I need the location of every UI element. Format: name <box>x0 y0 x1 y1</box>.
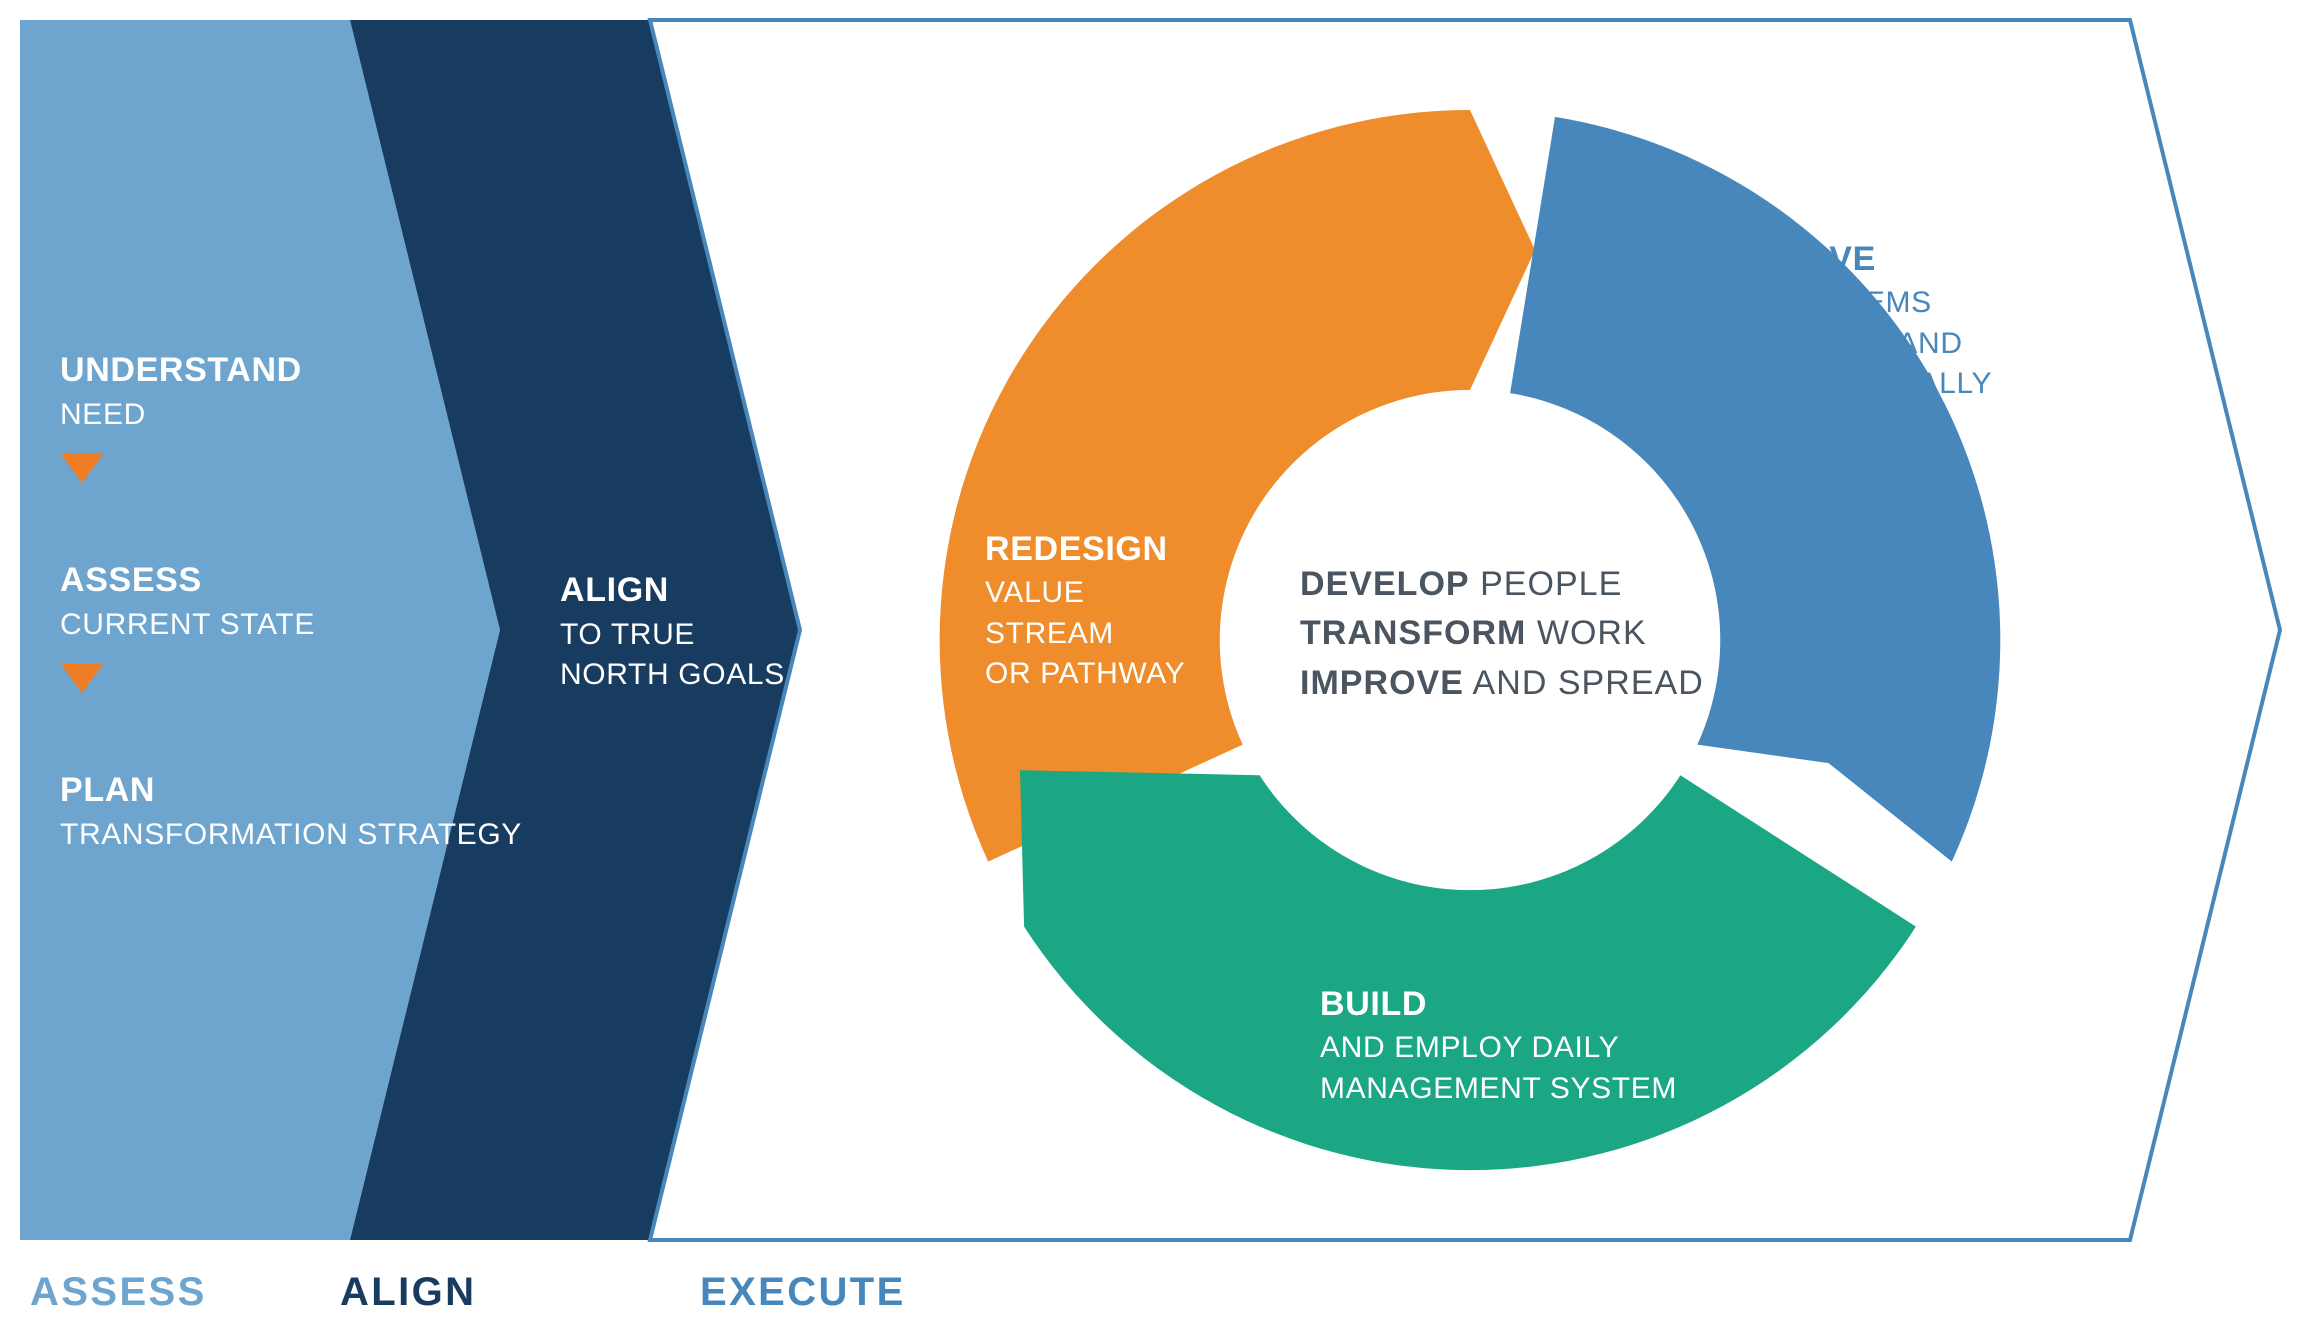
solve-title: SOLVE <box>1760 240 1992 279</box>
phase-label-execute: EXECUTE <box>700 1270 906 1315</box>
diagram-canvas: UNDERSTAND NEED ASSESS CURRENT STATE PLA… <box>0 0 2300 1325</box>
align-body-1: TO TRUE <box>560 615 785 656</box>
cycle-text-solve: SOLVE PROBLEMS RAPIDLY AND SYSTEMICALLY <box>1760 240 1992 405</box>
triangle-icon <box>60 663 104 693</box>
hub-line-2-rest: WORK <box>1537 614 1647 652</box>
cycle-hub-text: DEVELOP PEOPLE TRANSFORM WORK IMPROVE AN… <box>1300 560 1704 708</box>
assess-body: CURRENT STATE <box>60 605 315 646</box>
understand-title: UNDERSTAND <box>60 350 302 391</box>
align-title: ALIGN <box>560 570 785 611</box>
build-title: BUILD <box>1320 985 1677 1024</box>
hub-line-1: DEVELOP PEOPLE <box>1300 560 1704 609</box>
assess-item-assess: ASSESS CURRENT STATE <box>60 560 315 693</box>
plan-body-text: TRANSFORMATION STRATEGY <box>60 818 522 851</box>
redesign-title: REDESIGN <box>985 530 1185 569</box>
assess-title: ASSESS <box>60 560 315 601</box>
redesign-body-2: STREAM <box>985 614 1185 655</box>
hub-line-3: IMPROVE AND SPREAD <box>1300 659 1704 708</box>
phase-label-assess: ASSESS <box>30 1270 207 1315</box>
plan-title: PLAN <box>60 770 522 811</box>
phase-label-align: ALIGN <box>340 1270 476 1315</box>
redesign-body-1: VALUE <box>985 573 1185 614</box>
align-panel-text: ALIGN TO TRUE NORTH GOALS <box>560 570 785 696</box>
assess-item-plan: PLAN TRANSFORMATION STRATEGY <box>60 770 522 855</box>
cycle-text-redesign: REDESIGN VALUE STREAM OR PATHWAY <box>985 530 1185 695</box>
assess-item-understand: UNDERSTAND NEED <box>60 350 302 483</box>
build-body-2: MANAGEMENT SYSTEM <box>1320 1069 1677 1110</box>
cycle-text-build: BUILD AND EMPLOY DAILY MANAGEMENT SYSTEM <box>1320 985 1677 1109</box>
align-body-2: NORTH GOALS <box>560 655 785 696</box>
hub-line-2: TRANSFORM WORK <box>1300 609 1704 658</box>
plan-body-1: TRANSFORMATION STRATEGY <box>60 815 522 856</box>
solve-body-3: SYSTEMICALLY <box>1760 364 1992 405</box>
solve-body-2: RAPIDLY AND <box>1760 324 1992 365</box>
solve-body-1: PROBLEMS <box>1760 283 1992 324</box>
hub-line-1-rest: PEOPLE <box>1480 565 1622 603</box>
build-body-1: AND EMPLOY DAILY <box>1320 1028 1677 1069</box>
hub-line-3-rest: AND SPREAD <box>1473 664 1704 702</box>
redesign-body-3: OR PATHWAY <box>985 654 1185 695</box>
hub-line-3-bold: IMPROVE <box>1300 664 1464 702</box>
triangle-icon <box>60 453 104 483</box>
hub-line-2-bold: TRANSFORM <box>1300 614 1526 652</box>
understand-body: NEED <box>60 395 302 436</box>
hub-line-1-bold: DEVELOP <box>1300 565 1470 603</box>
